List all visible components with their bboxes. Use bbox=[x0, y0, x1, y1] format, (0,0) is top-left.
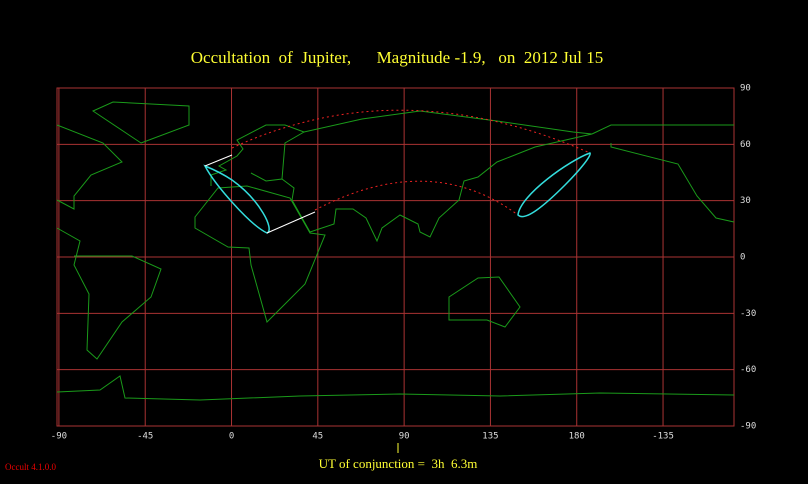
southern-limit bbox=[314, 180, 519, 216]
antarctica bbox=[56, 375, 735, 401]
y-tick-label: -30 bbox=[740, 309, 756, 319]
x-tick-label: 90 bbox=[399, 432, 410, 442]
europe bbox=[210, 124, 306, 186]
limit-line bbox=[204, 154, 233, 167]
y-tick-label: -60 bbox=[740, 365, 756, 375]
north-america-east bbox=[591, 124, 735, 223]
x-tick-label: -45 bbox=[137, 432, 153, 442]
x-tick-label: -90 bbox=[51, 432, 67, 442]
x-tick-label: 45 bbox=[312, 432, 323, 442]
sunset-loop bbox=[517, 152, 591, 218]
coastlines bbox=[56, 101, 735, 401]
africa bbox=[194, 185, 326, 323]
greenland bbox=[91, 101, 190, 144]
y-tick-label: -90 bbox=[740, 422, 756, 432]
occultation-path bbox=[203, 109, 591, 234]
limit-line bbox=[266, 211, 316, 234]
y-tick-label: 60 bbox=[740, 140, 751, 150]
caption: UT of conjunction = 3h 6.3m bbox=[319, 456, 478, 471]
x-tick-label: 180 bbox=[569, 432, 585, 442]
version: Occult 4.1.0.0 bbox=[5, 462, 56, 472]
grid bbox=[57, 87, 734, 427]
y-tick-label: 90 bbox=[740, 84, 751, 94]
asia bbox=[281, 110, 593, 243]
title: Occultation of Jupiter, Magnitude -1.9, … bbox=[191, 48, 603, 67]
x-tick-label: -135 bbox=[652, 432, 674, 442]
australia bbox=[448, 276, 521, 328]
sunrise-loop bbox=[203, 164, 270, 234]
north-america-west bbox=[56, 124, 123, 210]
south-america bbox=[56, 227, 162, 360]
y-tick-label: 0 bbox=[740, 253, 745, 263]
x-tick-label: 135 bbox=[482, 432, 498, 442]
x-tick-label: 0 bbox=[229, 432, 234, 442]
northern-limit bbox=[231, 109, 591, 154]
y-tick-label: 30 bbox=[740, 196, 751, 206]
